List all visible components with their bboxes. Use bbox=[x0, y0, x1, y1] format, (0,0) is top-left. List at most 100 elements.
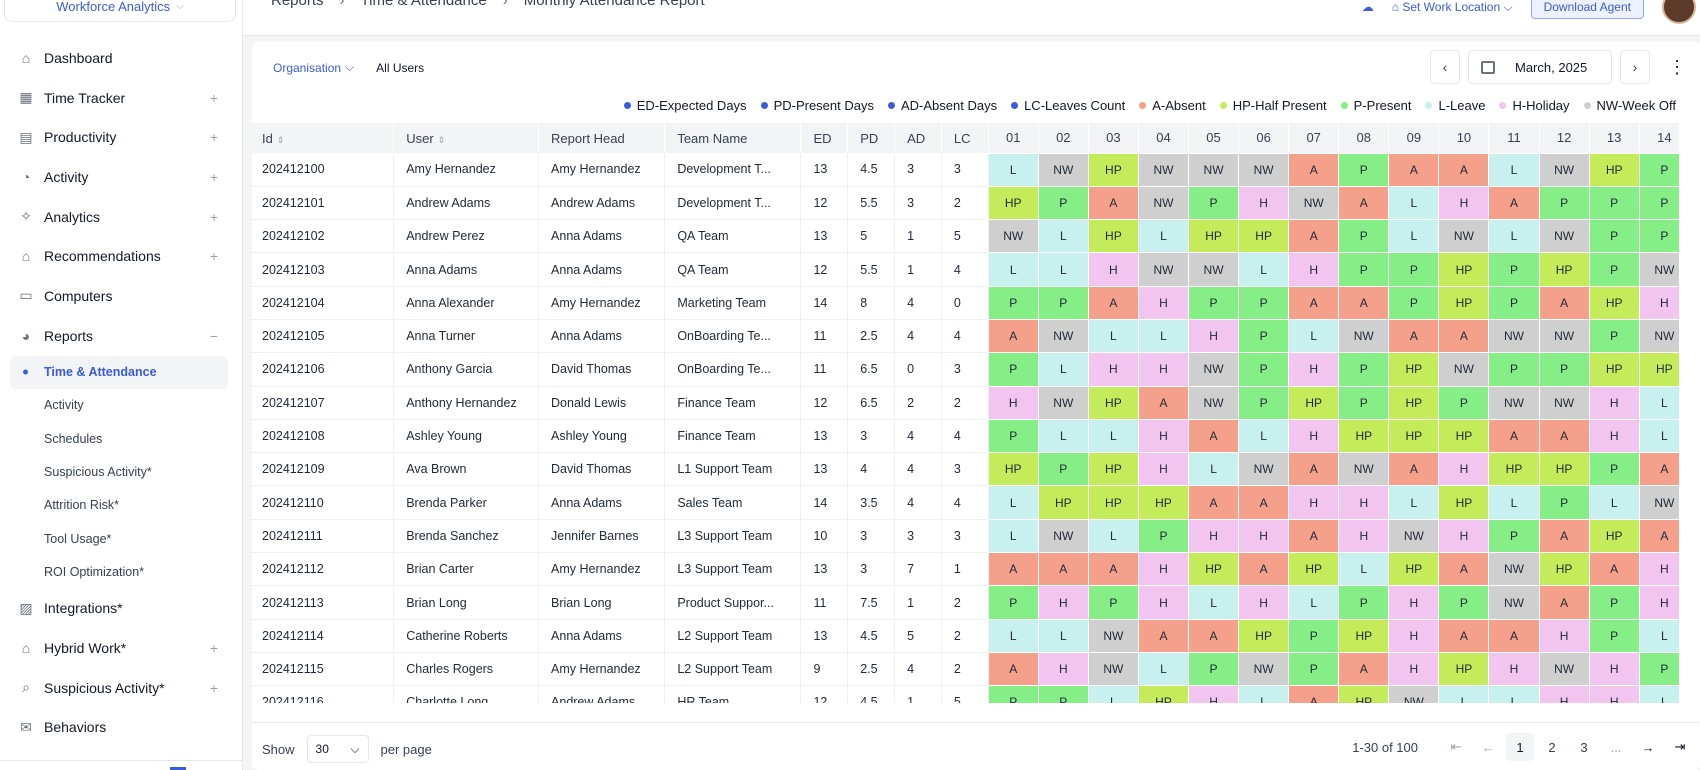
sidebar-item-reports[interactable]: ◕ Reports − bbox=[0, 316, 242, 356]
attendance-cell[interactable]: P bbox=[1238, 385, 1290, 420]
attendance-cell[interactable]: NW bbox=[1187, 152, 1240, 187]
attendance-cell[interactable]: H bbox=[1288, 352, 1340, 387]
attendance-cell[interactable]: H bbox=[1438, 452, 1490, 487]
attendance-cell[interactable]: A bbox=[1288, 152, 1340, 187]
sidebar-item-activity[interactable]: ◔ Activity + bbox=[0, 157, 242, 197]
attendance-cell[interactable]: L bbox=[1037, 219, 1089, 254]
attendance-cell[interactable]: P bbox=[1037, 285, 1089, 320]
attendance-cell[interactable]: L bbox=[1187, 585, 1240, 620]
attendance-cell[interactable]: P bbox=[1488, 352, 1540, 387]
attendance-cell[interactable]: NW bbox=[1488, 318, 1540, 354]
sidebar-subitem-tool-usage[interactable]: Tool Usage* bbox=[44, 531, 112, 546]
attendance-cell[interactable]: P bbox=[1538, 185, 1590, 221]
table-row[interactable]: 202412100 Amy Hernandez Amy Hernandez Devel… bbox=[250, 152, 1679, 187]
attendance-cell[interactable]: P bbox=[1638, 219, 1679, 254]
attendance-cell[interactable]: L bbox=[1588, 485, 1640, 520]
users-filter[interactable]: All Users bbox=[376, 60, 425, 75]
attendance-cell[interactable]: HP bbox=[1388, 418, 1440, 454]
sidebar-item-productivity[interactable]: ▤ Productivity + bbox=[0, 117, 242, 157]
attendance-cell[interactable]: A bbox=[1388, 152, 1440, 187]
attendance-cell[interactable]: HP bbox=[1438, 651, 1490, 687]
attendance-cell[interactable]: HP bbox=[1588, 352, 1640, 387]
column-header-id[interactable]: Id ⇕ bbox=[250, 123, 395, 153]
attendance-cell[interactable]: NW bbox=[1638, 485, 1679, 520]
attendance-cell[interactable]: H bbox=[1588, 418, 1640, 454]
attendance-cell[interactable]: HP bbox=[1037, 485, 1089, 520]
attendance-cell[interactable]: NW bbox=[1638, 318, 1679, 354]
attendance-cell[interactable]: L bbox=[1187, 452, 1240, 487]
attendance-cell[interactable]: P bbox=[1087, 585, 1139, 620]
expand-icon[interactable]: + bbox=[209, 640, 218, 657]
download-agent-button[interactable]: Download Agent bbox=[1530, 0, 1644, 19]
next-month-button[interactable]: › bbox=[1620, 50, 1650, 84]
expand-icon[interactable]: + bbox=[209, 129, 218, 146]
attendance-cell[interactable]: A bbox=[1338, 651, 1390, 687]
attendance-cell[interactable]: L bbox=[1238, 685, 1290, 703]
attendance-cell[interactable]: P bbox=[1588, 185, 1640, 221]
attendance-cell[interactable]: L bbox=[1037, 352, 1089, 387]
attendance-cell[interactable]: NW bbox=[1187, 252, 1240, 287]
sidebar-subitem-suspicious-activity[interactable]: Suspicious Activity* bbox=[44, 465, 152, 480]
attendance-cell[interactable]: HP bbox=[1338, 618, 1390, 653]
attendance-cell[interactable]: L bbox=[1338, 552, 1390, 587]
sidebar-item-hybrid-work[interactable]: ⌂ Hybrid Work* + bbox=[0, 628, 242, 668]
attendance-cell[interactable]: NW bbox=[1288, 185, 1340, 221]
attendance-cell[interactable]: H bbox=[1588, 685, 1640, 703]
attendance-cell[interactable]: NW bbox=[1388, 685, 1440, 703]
attendance-cell[interactable]: P bbox=[1037, 685, 1089, 703]
attendance-cell[interactable]: H bbox=[1037, 651, 1089, 687]
attendance-cell[interactable]: HP bbox=[1538, 552, 1590, 587]
attendance-cell[interactable]: P bbox=[987, 352, 1039, 387]
expand-icon[interactable]: + bbox=[209, 89, 218, 106]
table-row[interactable]: 202412110 Brenda Parker Anna Adams Sales Te… bbox=[250, 485, 1679, 520]
expand-icon[interactable]: + bbox=[209, 168, 218, 185]
attendance-cell[interactable]: L bbox=[1288, 585, 1340, 620]
attendance-cell[interactable]: H bbox=[1087, 352, 1139, 387]
attendance-cell[interactable]: NW bbox=[1187, 385, 1240, 420]
attendance-cell[interactable]: HP bbox=[1538, 252, 1590, 287]
attendance-cell[interactable]: NW bbox=[1488, 585, 1540, 620]
attendance-cell[interactable]: L bbox=[987, 252, 1039, 287]
attendance-cell[interactable]: HP bbox=[1638, 352, 1679, 387]
attendance-cell[interactable]: NW bbox=[1238, 651, 1290, 687]
previous-month-button[interactable]: ‹ bbox=[1430, 50, 1460, 84]
attendance-cell[interactable]: L bbox=[1388, 219, 1440, 254]
attendance-cell[interactable]: NW bbox=[1037, 518, 1089, 554]
attendance-cell[interactable]: L bbox=[1037, 418, 1089, 454]
attendance-cell[interactable]: H bbox=[1238, 185, 1290, 221]
attendance-cell[interactable]: P bbox=[1238, 285, 1290, 320]
attendance-cell[interactable]: NW bbox=[1187, 352, 1240, 387]
attendance-cell[interactable]: L bbox=[1438, 685, 1490, 703]
attendance-cell[interactable]: HP bbox=[1338, 685, 1390, 703]
table-row[interactable]: 202412103 Anna Adams Anna Adams QA Team 12 5.… bbox=[250, 252, 1679, 287]
attendance-cell[interactable]: H bbox=[1137, 452, 1190, 487]
previous-page-icon[interactable]: ← bbox=[1481, 739, 1495, 755]
attendance-cell[interactable]: A bbox=[1037, 552, 1089, 587]
attendance-cell[interactable]: A bbox=[1137, 385, 1190, 420]
attendance-cell[interactable]: L bbox=[1137, 219, 1190, 254]
attendance-cell[interactable]: L bbox=[1488, 685, 1540, 703]
attendance-cell[interactable]: A bbox=[987, 651, 1039, 687]
attendance-cell[interactable]: P bbox=[1187, 285, 1240, 320]
attendance-cell[interactable]: HP bbox=[987, 185, 1039, 221]
sidebar-subitem-activity[interactable]: Activity bbox=[44, 398, 84, 413]
attendance-cell[interactable]: NW bbox=[1037, 152, 1089, 187]
attendance-cell[interactable]: P bbox=[1438, 585, 1490, 620]
attendance-cell[interactable]: HP bbox=[1538, 452, 1590, 487]
attendance-cell[interactable]: H bbox=[1137, 552, 1190, 587]
attendance-cell[interactable]: P bbox=[1588, 219, 1640, 254]
attendance-cell[interactable]: H bbox=[1638, 585, 1679, 620]
attendance-cell[interactable]: H bbox=[1638, 552, 1679, 587]
attendance-cell[interactable]: P bbox=[1388, 285, 1440, 320]
attendance-cell[interactable]: L bbox=[1087, 418, 1139, 454]
attendance-cell[interactable]: HP bbox=[1588, 518, 1640, 554]
attendance-cell[interactable]: P bbox=[1288, 651, 1340, 687]
attendance-cell[interactable]: H bbox=[1488, 651, 1540, 687]
attendance-cell[interactable]: A bbox=[1288, 452, 1340, 487]
attendance-cell[interactable]: NW bbox=[1137, 252, 1190, 287]
attendance-cell[interactable]: A bbox=[1137, 618, 1190, 653]
attendance-cell[interactable]: HP bbox=[1438, 285, 1490, 320]
attendance-cell[interactable]: NW bbox=[1638, 252, 1679, 287]
attendance-cell[interactable]: HP bbox=[1588, 285, 1640, 320]
sidebar-item-behaviors[interactable]: ✉ Behaviors bbox=[0, 708, 242, 748]
